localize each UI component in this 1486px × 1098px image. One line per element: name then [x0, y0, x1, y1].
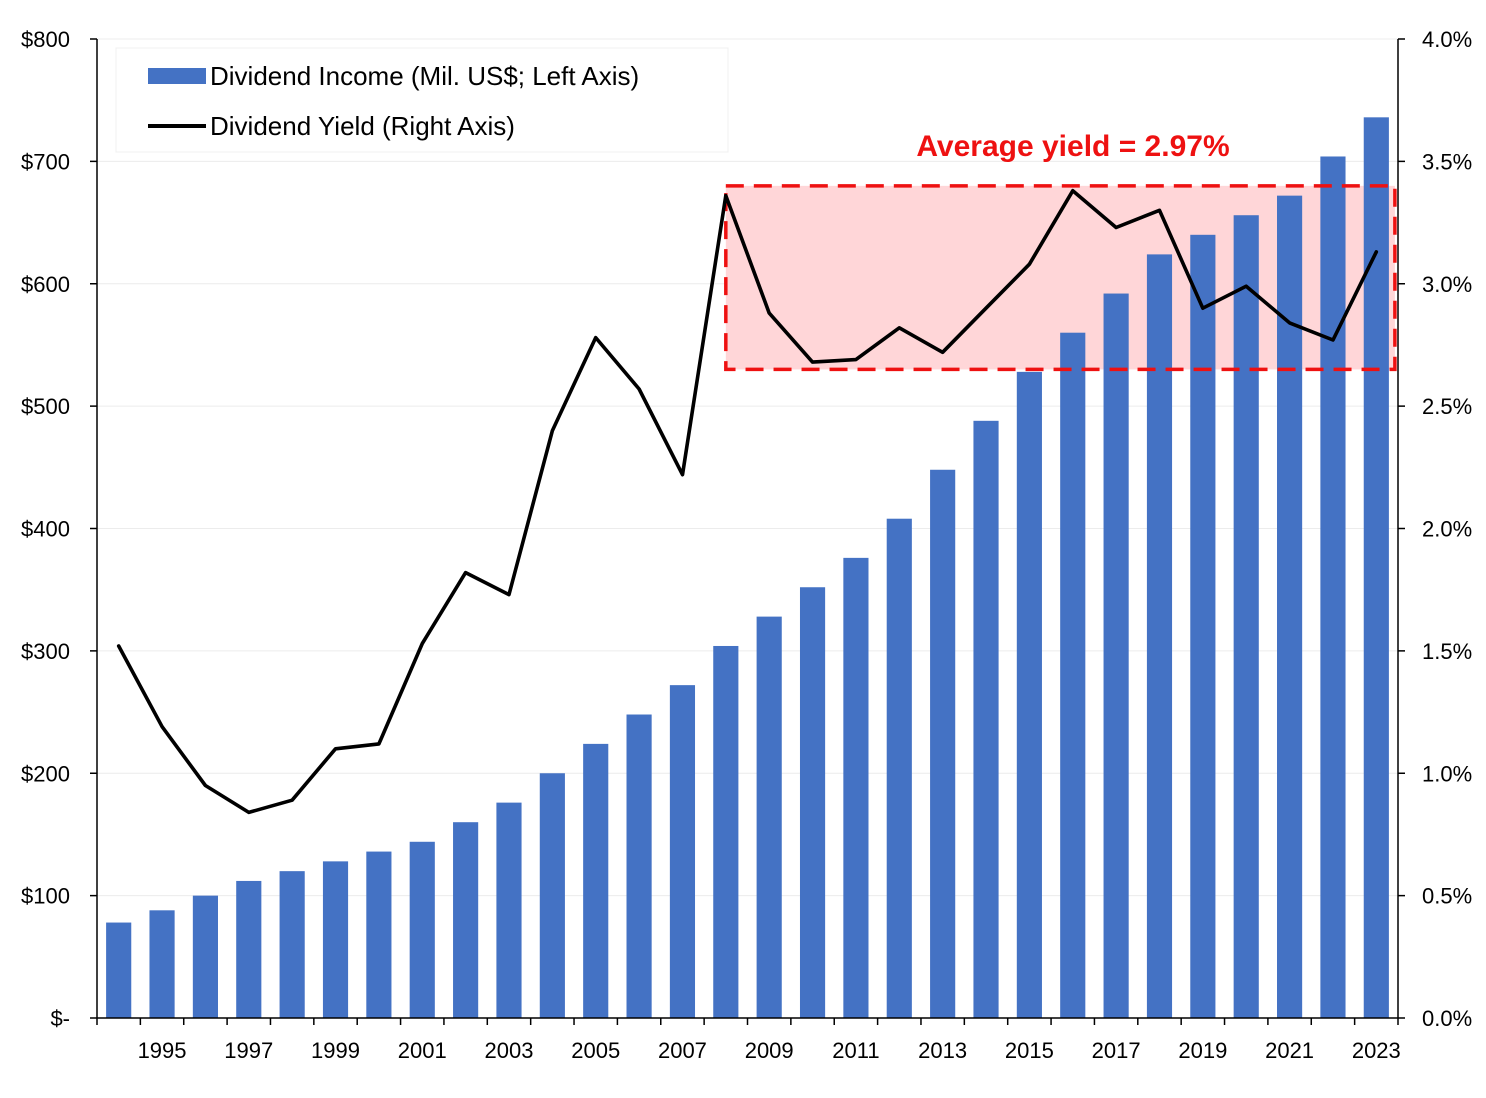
- x-tick-label: 2015: [1005, 1038, 1054, 1063]
- bar-2008: [713, 645, 739, 1018]
- left-tick-label: $700: [21, 149, 70, 174]
- left-tick-label: $400: [21, 517, 70, 542]
- x-tick-label: 1999: [311, 1038, 360, 1063]
- left-tick-label: $100: [21, 884, 70, 909]
- left-tick-label: $200: [21, 761, 70, 786]
- bar-2003: [496, 802, 522, 1018]
- bar-2021: [1277, 195, 1303, 1018]
- average-yield-annotation: Average yield = 2.97%: [916, 130, 1229, 163]
- legend-box: [115, 47, 729, 153]
- average-yield-band-border: [724, 184, 1397, 372]
- left-tick-label: $500: [21, 394, 70, 419]
- x-tick-label: 2019: [1178, 1038, 1227, 1063]
- right-tick-label: 3.5%: [1422, 149, 1472, 174]
- dividend-income-bars: [106, 117, 1389, 1019]
- left-tick-label: $600: [21, 272, 70, 297]
- tick-labels: $- $100 $200 $300 $400 $500 $600 $700 $800 0.0% 0.…: [21, 27, 1472, 1063]
- right-tick-label: 3.0%: [1422, 272, 1472, 297]
- x-tick-label: 2009: [745, 1038, 794, 1063]
- bar-2006: [626, 714, 652, 1018]
- bar-2005: [583, 743, 609, 1018]
- right-tick-label: 2.0%: [1422, 517, 1472, 542]
- bar-1999: [322, 861, 349, 1018]
- left-tick-label: $800: [21, 27, 70, 52]
- bar-2017: [1103, 293, 1129, 1018]
- x-tick-label: 1997: [224, 1038, 273, 1063]
- bar-2016: [1060, 332, 1086, 1018]
- left-tick-label: $300: [21, 639, 70, 664]
- bar-1998: [279, 871, 305, 1018]
- left-tick-label: $-: [50, 1006, 70, 1031]
- average-yield-band-outline: [724, 184, 1397, 372]
- x-tick-label: 2021: [1265, 1038, 1314, 1063]
- x-tick-label: 2017: [1092, 1038, 1141, 1063]
- bar-1997: [236, 880, 262, 1018]
- right-tick-label: 0.5%: [1422, 884, 1472, 909]
- bar-2010: [799, 587, 826, 1018]
- bar-2019: [1190, 234, 1216, 1019]
- legend-label-dividend-income: Dividend Income (Mil. US$; Left Axis): [210, 61, 639, 91]
- bar-1994: [106, 922, 132, 1018]
- bar-2022: [1320, 156, 1346, 1019]
- bar-2013: [930, 469, 956, 1018]
- bar-2009: [756, 616, 782, 1018]
- x-tick-label: 2013: [918, 1038, 967, 1063]
- right-tick-label: 1.0%: [1422, 761, 1472, 786]
- right-tick-label: 1.5%: [1422, 639, 1472, 664]
- bar-2018: [1146, 254, 1173, 1018]
- legend-swatch-dividend-income: [148, 68, 206, 84]
- bar-2000: [366, 851, 392, 1018]
- dividend-yield-line-group: [116, 188, 1379, 815]
- right-tick-label: 0.0%: [1422, 1006, 1472, 1031]
- axes: [90, 38, 1405, 1025]
- x-tick-label: 2007: [658, 1038, 707, 1063]
- bar-2020: [1233, 215, 1259, 1019]
- bar-1995: [149, 910, 175, 1018]
- bar-2001: [409, 841, 435, 1018]
- right-tick-label: 4.0%: [1422, 27, 1472, 52]
- bar-2015: [1016, 371, 1042, 1018]
- x-tick-label: 2005: [571, 1038, 620, 1063]
- bar-2004: [539, 773, 565, 1018]
- x-tick-label: 1995: [138, 1038, 187, 1063]
- x-tick-label: 2011: [832, 1038, 879, 1063]
- x-tick-label: 2003: [485, 1038, 534, 1063]
- x-tick-label: 2001: [398, 1038, 447, 1063]
- dividend-yield-line: [116, 188, 1379, 815]
- bar-2014: [973, 420, 999, 1018]
- bar-2012: [886, 518, 912, 1018]
- right-tick-label: 2.5%: [1422, 394, 1472, 419]
- legend-label-dividend-yield: Dividend Yield (Right Axis): [210, 111, 515, 141]
- bar-1996: [192, 895, 218, 1018]
- bar-2002: [453, 822, 479, 1018]
- bar-2011: [843, 557, 869, 1018]
- legend: Dividend Income (Mil. US$; Left Axis) Di…: [115, 47, 729, 153]
- x-tick-label: 2023: [1352, 1038, 1401, 1063]
- bar-2007: [669, 685, 696, 1018]
